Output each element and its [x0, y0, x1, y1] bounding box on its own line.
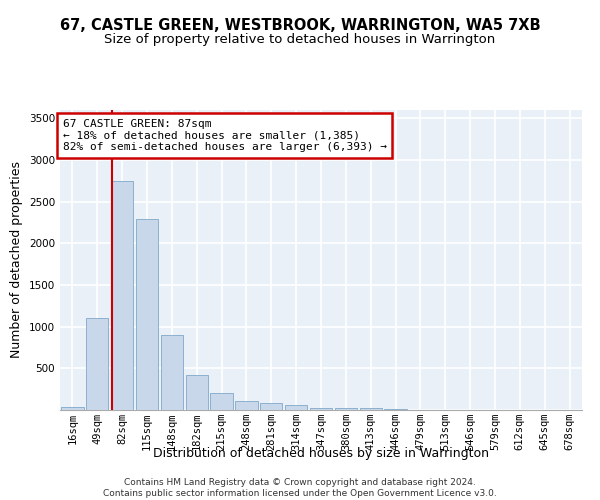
Bar [136, 219, 158, 410]
Bar [235, 401, 257, 410]
Bar [335, 408, 357, 410]
Text: 67 CASTLE GREEN: 87sqm
← 18% of detached houses are smaller (1,385)
82% of semi-: 67 CASTLE GREEN: 87sqm ← 18% of detached… [62, 119, 386, 152]
Bar [86, 318, 109, 410]
Bar [111, 181, 133, 410]
Bar [310, 408, 332, 410]
Bar [359, 408, 382, 410]
Text: Distribution of detached houses by size in Warrington: Distribution of detached houses by size … [153, 448, 489, 460]
Bar [285, 406, 307, 410]
Bar [185, 375, 208, 410]
Bar [211, 394, 233, 410]
Y-axis label: Number of detached properties: Number of detached properties [10, 162, 23, 358]
Bar [260, 404, 283, 410]
Bar [161, 336, 183, 410]
Text: Contains HM Land Registry data © Crown copyright and database right 2024.
Contai: Contains HM Land Registry data © Crown c… [103, 478, 497, 498]
Text: Size of property relative to detached houses in Warrington: Size of property relative to detached ho… [104, 32, 496, 46]
Text: 67, CASTLE GREEN, WESTBROOK, WARRINGTON, WA5 7XB: 67, CASTLE GREEN, WESTBROOK, WARRINGTON,… [59, 18, 541, 32]
Bar [61, 406, 83, 410]
